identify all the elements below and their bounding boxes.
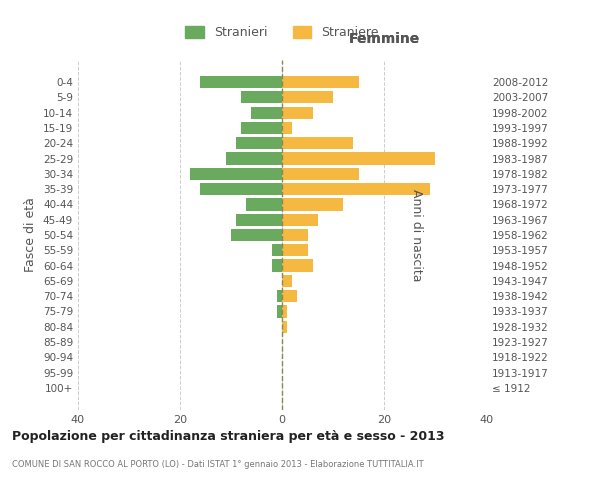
Bar [282,244,308,256]
Bar [272,260,282,272]
Text: Femmine: Femmine [349,32,419,46]
Bar [251,106,282,118]
Bar [277,306,282,318]
Bar [282,76,359,88]
Legend: Stranieri, Straniere: Stranieri, Straniere [180,21,384,44]
Y-axis label: Fasce di età: Fasce di età [25,198,37,272]
Bar [282,229,308,241]
Text: Popolazione per cittadinanza straniera per età e sesso - 2013: Popolazione per cittadinanza straniera p… [12,430,445,443]
Bar [282,198,343,210]
Bar [200,76,282,88]
Y-axis label: Anni di nascita: Anni di nascita [410,188,422,281]
Bar [282,168,359,180]
Bar [282,137,353,149]
Text: COMUNE DI SAN ROCCO AL PORTO (LO) - Dati ISTAT 1° gennaio 2013 - Elaborazione TU: COMUNE DI SAN ROCCO AL PORTO (LO) - Dati… [12,460,424,469]
Bar [282,152,435,164]
Bar [190,168,282,180]
Text: Femmine: Femmine [349,32,419,46]
Bar [241,91,282,104]
Bar [282,260,313,272]
Bar [241,122,282,134]
Bar [277,290,282,302]
Bar [282,214,318,226]
Bar [282,290,298,302]
Bar [282,320,287,333]
Bar [236,214,282,226]
Bar [282,183,430,195]
Bar [282,306,287,318]
Bar [282,275,292,287]
Bar [236,137,282,149]
Bar [282,91,333,104]
Bar [282,122,292,134]
Bar [282,106,313,118]
Bar [246,198,282,210]
Bar [226,152,282,164]
Bar [272,244,282,256]
Bar [200,183,282,195]
Bar [231,229,282,241]
